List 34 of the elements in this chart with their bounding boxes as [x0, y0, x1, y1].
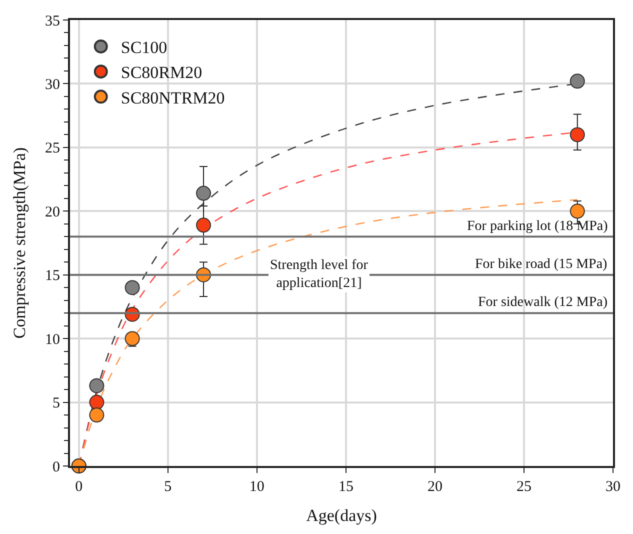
point [89, 408, 104, 423]
point [89, 394, 104, 410]
x-tick-label: 15 [338, 479, 354, 495]
y-tick-label: 30 [45, 76, 60, 93]
point [124, 331, 140, 346]
x-tick-label: 5 [164, 479, 172, 495]
y-axis-title: Compressive strength(MPa) [10, 147, 30, 339]
point [196, 218, 212, 233]
y-tick-label: 5 [52, 396, 60, 412]
annotation: Strength level for application[21] [270, 258, 368, 292]
x-axis-title: Age(days) [306, 506, 377, 525]
legend-label: SC80NTRM20 [120, 88, 225, 108]
point [89, 378, 104, 394]
y-tick-label: 35 [45, 13, 60, 30]
y-tick-label: 25 [45, 140, 60, 157]
point [570, 204, 585, 219]
x-tick-label: 20 [427, 479, 442, 495]
point [124, 280, 140, 296]
y-tick-label: 15 [45, 268, 60, 284]
point [196, 186, 212, 201]
point [570, 127, 585, 142]
y-tick-label: 0 [52, 459, 60, 476]
x-tick-label: 30 [606, 479, 620, 495]
y-tick-label: 20 [45, 204, 60, 220]
ref-line-label: For parking lot (18 MPa) [467, 219, 608, 234]
point [570, 74, 585, 89]
legend-label: SC80RM20 [120, 63, 202, 82]
ref-line-label: For bike road (15 MPa) [475, 257, 608, 272]
x-tick-label: 0 [75, 479, 83, 495]
x-tick-label: 25 [516, 479, 532, 495]
legend-label: SC100 [120, 38, 168, 58]
y-tick-label: 10 [45, 332, 60, 348]
ref-line-label: For sidewalk (12 MPa) [478, 295, 608, 310]
x-tick-label: 10 [249, 479, 264, 495]
